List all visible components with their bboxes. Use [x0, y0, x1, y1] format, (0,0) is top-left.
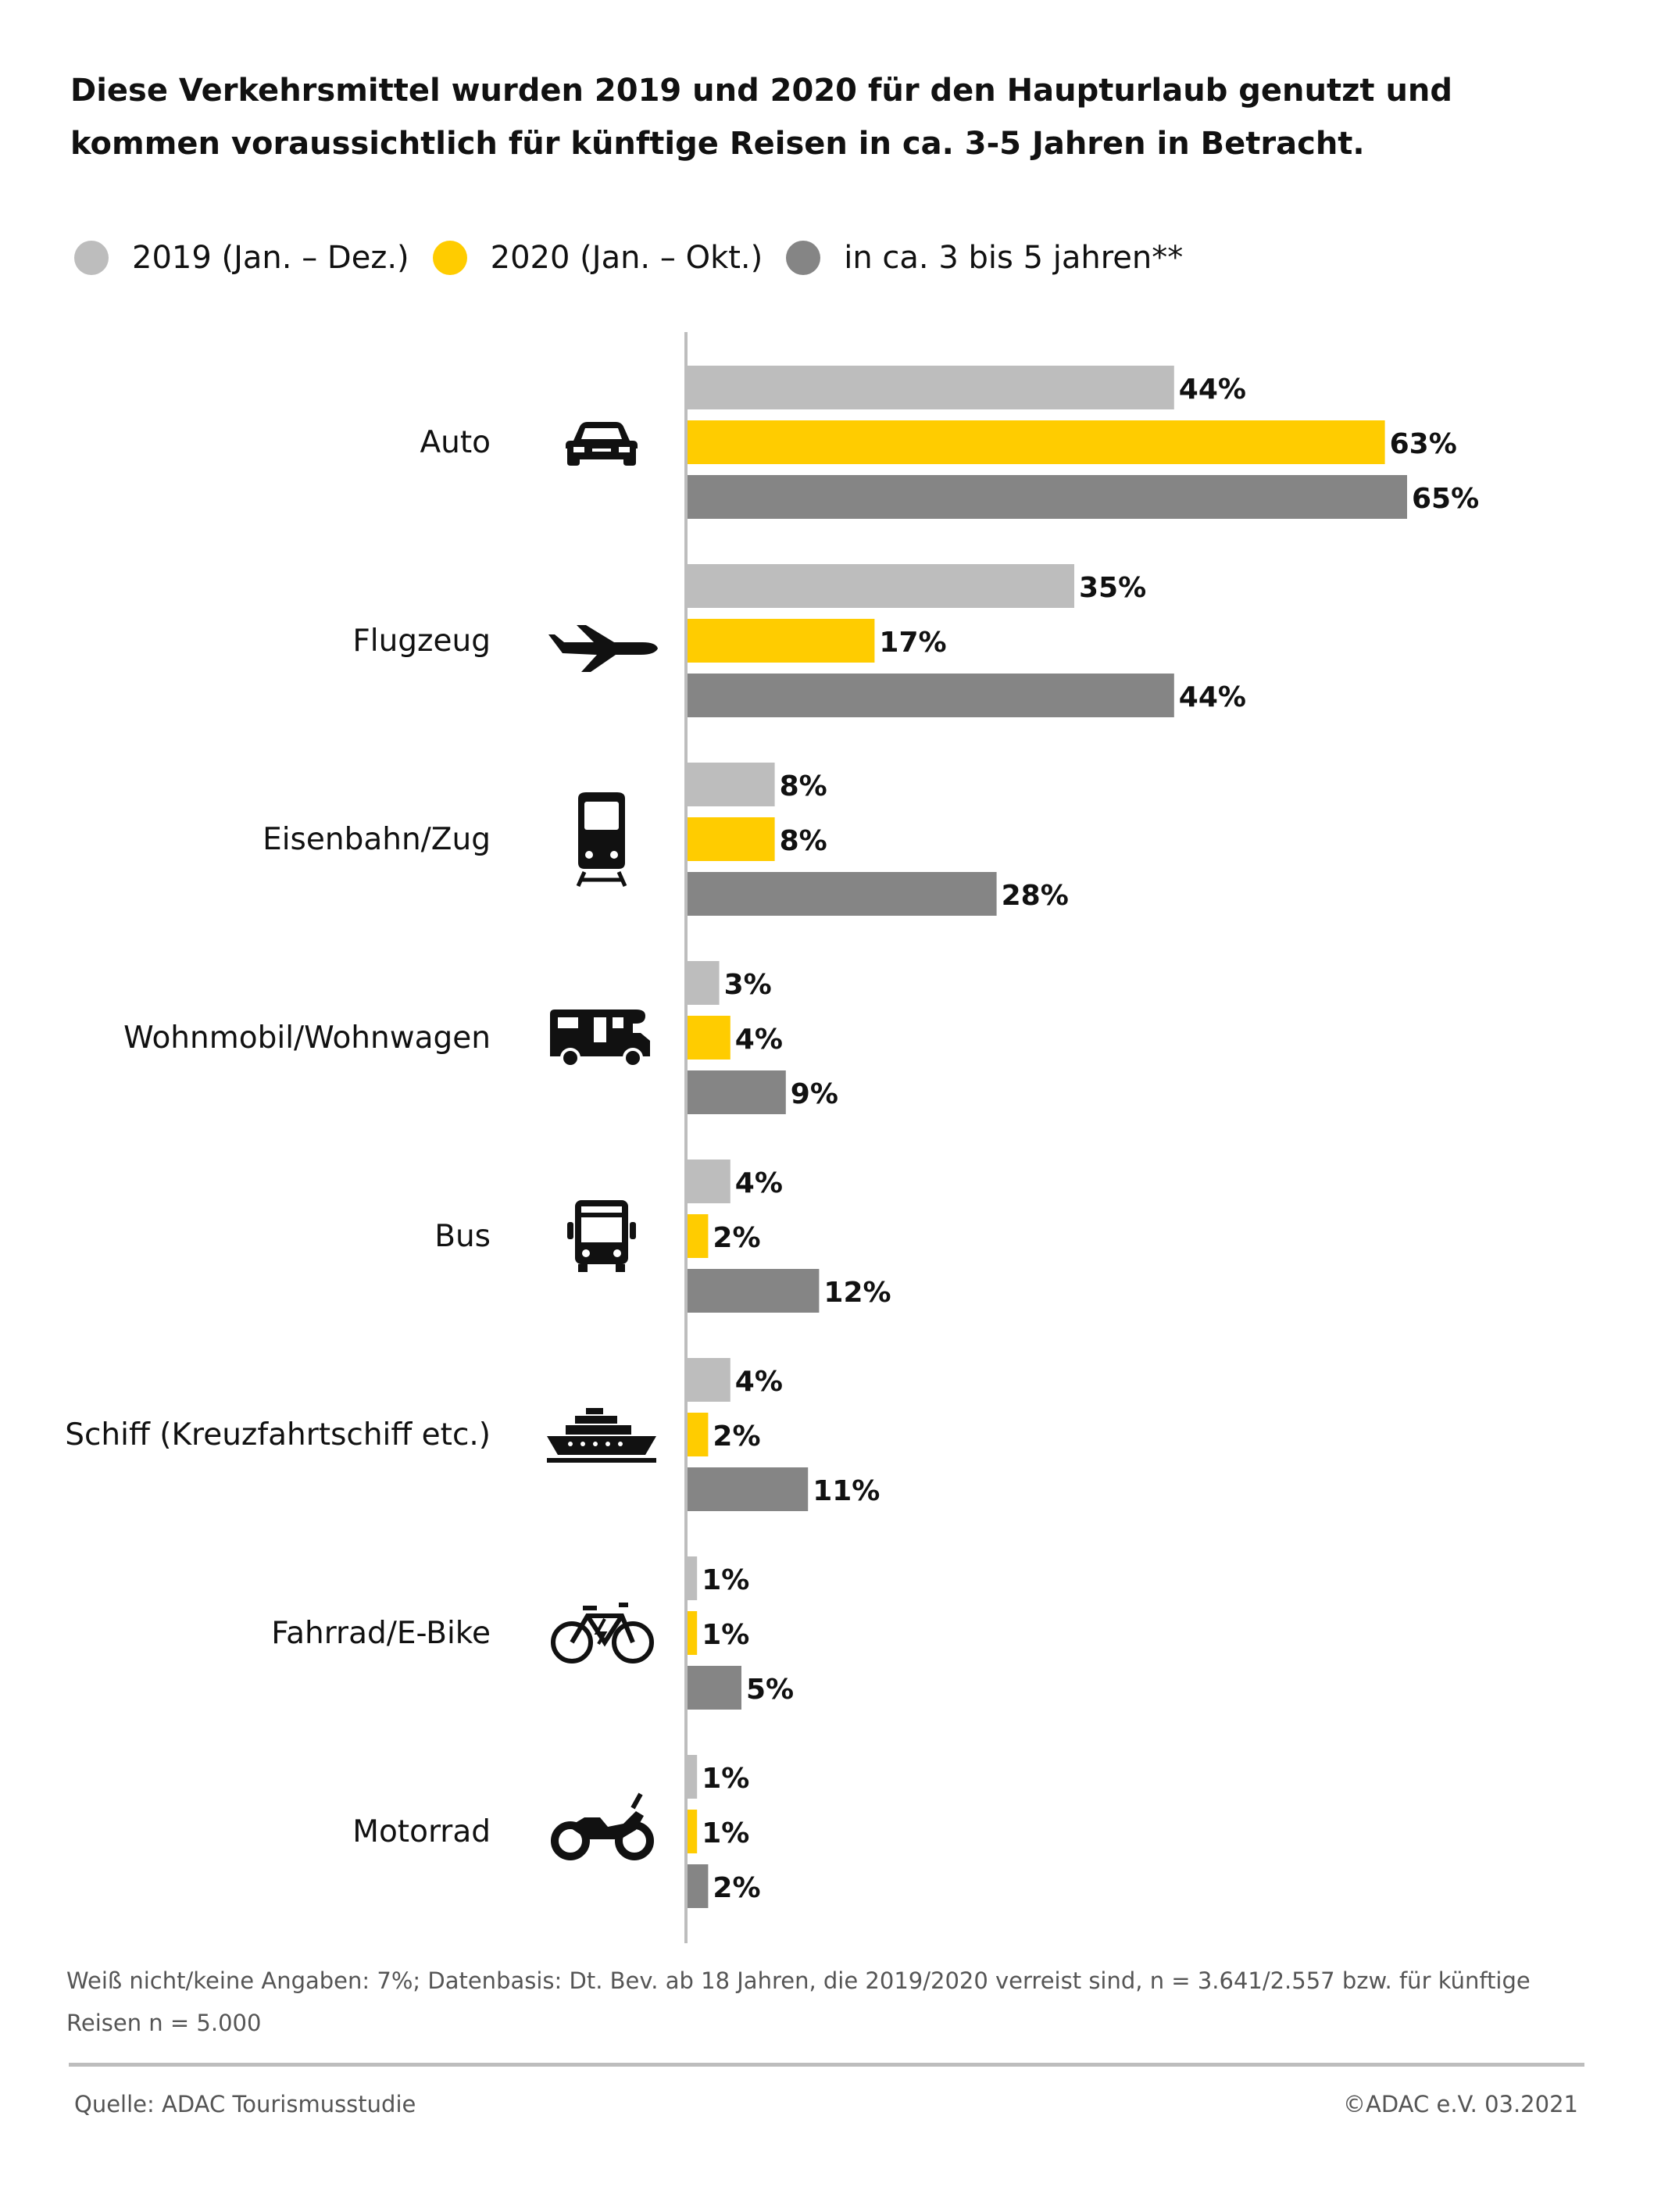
data-label: 4% — [735, 1366, 783, 1398]
category-group: Auto 44% 63% 65% — [420, 366, 1479, 519]
legend-label-2019: 2019 (Jan. – Dez.) — [132, 240, 409, 276]
motorcycle-icon — [551, 1792, 654, 1860]
bar — [686, 366, 1174, 409]
bar — [686, 763, 775, 806]
legend-label-future: in ca. 3 bis 5 jahren** — [844, 240, 1184, 276]
category-label: Fahrrad/E-Bike — [271, 1616, 491, 1651]
copyright-note: ©ADAC e.V. 03.2021 — [1343, 2091, 1578, 2117]
category-label: Auto — [420, 425, 491, 460]
category-group: Schiff (Kreuzfahrtschiff etc.) 4% 2% 11% — [65, 1358, 880, 1511]
category-group: Eisenbahn/Zug 8% 8% 28% — [263, 763, 1069, 916]
bar — [686, 475, 1407, 519]
bar — [686, 1611, 698, 1655]
legend-item-future: in ca. 3 bis 5 jahren** — [786, 240, 1183, 276]
data-label: 8% — [780, 770, 827, 802]
data-label: 63% — [1390, 428, 1457, 460]
bar — [686, 619, 875, 663]
category-group: Motorrad 1% 1% 2% — [352, 1755, 761, 1908]
category-group: Fahrrad/E-Bike 1% 1% 5% — [271, 1556, 794, 1710]
category-group: Bus 4% 2% 12% — [434, 1160, 891, 1313]
category-label: Bus — [434, 1219, 491, 1254]
bar — [686, 674, 1174, 717]
category-label: Flugzeug — [352, 624, 491, 659]
data-label: 2% — [713, 1872, 760, 1904]
legend-item-2020: 2020 (Jan. – Okt.) — [432, 240, 763, 276]
data-label: 44% — [1179, 373, 1246, 406]
data-label: 2% — [713, 1420, 760, 1453]
bar — [686, 1755, 698, 1799]
legend-swatch-2020 — [432, 241, 467, 275]
data-label: 35% — [1079, 572, 1146, 604]
ship-icon — [547, 1408, 656, 1463]
bus-icon — [567, 1200, 636, 1272]
train-icon — [576, 792, 627, 888]
category-group: Flugzeug 35% 17% 44% — [352, 564, 1246, 717]
chart-title: Diese Verkehrsmittel wurden 2019 und 202… — [70, 73, 1453, 162]
data-label: 1% — [702, 1564, 749, 1596]
data-label: 17% — [879, 627, 946, 659]
category-label: Schiff (Kreuzfahrtschiff etc.) — [65, 1417, 491, 1453]
bar — [686, 1467, 809, 1511]
bar — [686, 1214, 709, 1258]
bar — [686, 872, 997, 916]
data-label: 3% — [724, 969, 772, 1001]
data-label: 44% — [1179, 681, 1246, 713]
footer-divider — [69, 2063, 1584, 2067]
data-label: 4% — [735, 1024, 783, 1056]
legend-item-2019: 2019 (Jan. – Dez.) — [74, 240, 409, 276]
category-label: Motorrad — [352, 1814, 491, 1849]
footnote: Weiß nicht/keine Angaben: 7%; Datenbasis… — [66, 1967, 1531, 2036]
data-label: 28% — [1002, 880, 1069, 912]
bicycle-icon — [551, 1603, 654, 1663]
bar — [686, 564, 1074, 608]
bar — [686, 1666, 741, 1710]
data-label: 4% — [735, 1167, 783, 1199]
bar-chart: Auto 44% 63% 65% Flugzeug 35% 17% 44% Eisenbahn/… — [65, 332, 1479, 1943]
legend-label-2020: 2020 (Jan. – Okt.) — [490, 240, 763, 276]
data-label: 11% — [813, 1475, 880, 1507]
source-note: Quelle: ADAC Tourismusstudie — [74, 2091, 416, 2117]
legend-swatch-future — [786, 241, 821, 275]
bar — [686, 961, 720, 1005]
data-label: 2% — [713, 1222, 760, 1254]
bar — [686, 817, 775, 861]
bar — [686, 1556, 698, 1600]
data-label: 1% — [702, 1763, 749, 1795]
bar — [686, 1864, 709, 1908]
data-label: 65% — [1412, 483, 1479, 515]
category-label: Wohnmobil/Wohnwagen — [123, 1020, 491, 1056]
data-label: 1% — [702, 1619, 749, 1651]
bar — [686, 1070, 786, 1114]
data-label: 5% — [746, 1674, 794, 1706]
bar — [686, 1358, 730, 1402]
data-label: 12% — [823, 1277, 891, 1309]
bar — [686, 420, 1385, 464]
legend: 2019 (Jan. – Dez.) 2020 (Jan. – Okt.) in… — [74, 234, 1206, 281]
bar — [686, 1413, 709, 1456]
legend-swatch-2019 — [74, 241, 109, 275]
bar — [686, 1160, 730, 1203]
bar — [686, 1016, 730, 1060]
car-icon — [566, 422, 638, 466]
data-label: 1% — [702, 1817, 749, 1849]
bar — [686, 1269, 820, 1313]
category-group: Wohnmobil/Wohnwagen 3% 4%9% — [123, 961, 838, 1114]
category-label: Eisenbahn/Zug — [263, 822, 491, 857]
camper-icon — [550, 1010, 650, 1068]
data-label: 9% — [791, 1078, 838, 1110]
airplane-icon — [548, 625, 658, 672]
data-label: 8% — [780, 825, 827, 857]
bar — [686, 1810, 698, 1853]
